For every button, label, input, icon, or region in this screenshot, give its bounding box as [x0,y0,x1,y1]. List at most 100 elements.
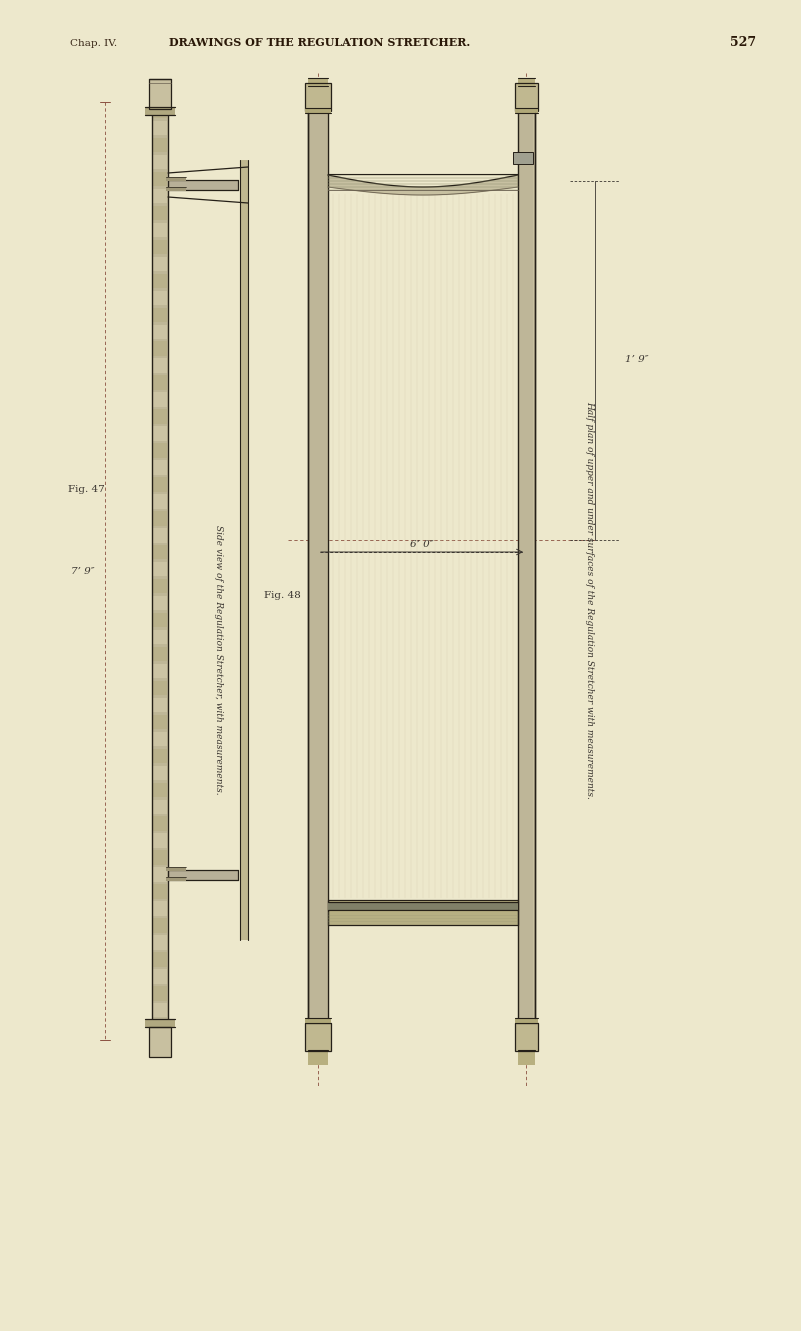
Bar [305,108,331,113]
Bar [153,104,167,118]
Bar [153,630,167,644]
Bar [328,900,518,925]
Bar [166,866,186,870]
Bar [153,969,167,984]
Bar [153,342,167,355]
Bar [153,986,167,1001]
Bar [305,83,331,110]
Text: DRAWINGS OF THE REGULATION STRETCHER.: DRAWINGS OF THE REGULATION STRETCHER. [169,37,471,48]
Bar [153,274,167,287]
Bar [515,1018,538,1024]
Bar [153,206,167,220]
Bar [328,192,518,900]
Bar [153,138,167,152]
Bar [153,528,167,543]
Bar [149,79,171,109]
Text: 7’ 9″: 7’ 9″ [71,567,95,575]
Bar [515,83,538,110]
Text: 1’ 9″: 1’ 9″ [625,355,649,365]
Bar [513,152,533,164]
Bar [515,1024,538,1051]
Bar [153,783,167,797]
Bar [305,1024,331,1051]
Bar [145,106,175,114]
Text: Fig. 48: Fig. 48 [264,591,300,599]
Bar [168,180,238,190]
Bar [153,375,167,390]
Bar [153,612,167,627]
Bar [513,152,533,164]
Bar [153,240,167,254]
Bar [328,900,518,925]
Bar [153,546,167,559]
Bar [305,83,331,110]
Bar [149,79,171,109]
Bar [305,1018,331,1024]
Bar [153,680,167,695]
Bar [518,79,535,87]
Bar [153,172,167,186]
Bar [153,901,167,916]
Bar [153,426,167,441]
Bar [153,715,167,729]
Bar [153,800,167,815]
Bar [153,748,167,763]
Bar [153,697,167,712]
Text: Side view of the Regulation Stretcher, with measurements.: Side view of the Regulation Stretcher, w… [214,526,223,795]
Bar [153,478,167,491]
Bar [515,83,538,110]
Text: Half plan of upper and under surfaces of the Regulation Stretcher with measureme: Half plan of upper and under surfaces of… [586,401,594,799]
Bar [166,186,186,192]
Bar [153,936,167,949]
Bar [153,868,167,881]
Bar [515,1024,538,1051]
Bar [153,393,167,407]
Bar [153,325,167,339]
Bar [153,562,167,576]
Bar [308,1050,328,1065]
Bar [153,290,167,305]
Bar [518,108,535,1028]
Bar [153,410,167,423]
Bar [153,1020,167,1034]
Bar [149,1028,171,1057]
Polygon shape [328,174,518,196]
Bar [240,160,248,940]
Bar [153,222,167,237]
Bar [308,108,328,1028]
Bar [153,494,167,508]
Bar [153,833,167,848]
Bar [153,257,167,272]
Bar [153,732,167,747]
Bar [328,902,518,910]
Bar [515,108,538,113]
Bar [166,177,186,181]
Text: 6’ 0″: 6’ 0″ [410,540,434,548]
Bar [153,461,167,475]
Bar [305,1024,331,1051]
Bar [145,1020,175,1028]
Bar [153,154,167,169]
Text: 527: 527 [730,36,756,49]
Text: Fig. 47: Fig. 47 [68,486,105,495]
Bar [153,596,167,611]
Bar [149,1028,171,1057]
Bar [153,307,167,322]
Bar [153,851,167,865]
Bar [153,664,167,679]
Bar [308,79,328,87]
Bar [153,189,167,204]
Bar [518,1050,535,1065]
Bar [153,647,167,662]
Bar [153,579,167,594]
Bar [152,102,168,1040]
Bar [153,816,167,831]
Bar [153,918,167,933]
Bar [153,121,167,136]
Bar [153,765,167,780]
Bar [168,870,238,880]
Bar [166,877,186,881]
Bar [153,952,167,966]
Bar [153,1004,167,1017]
Bar [153,358,167,373]
